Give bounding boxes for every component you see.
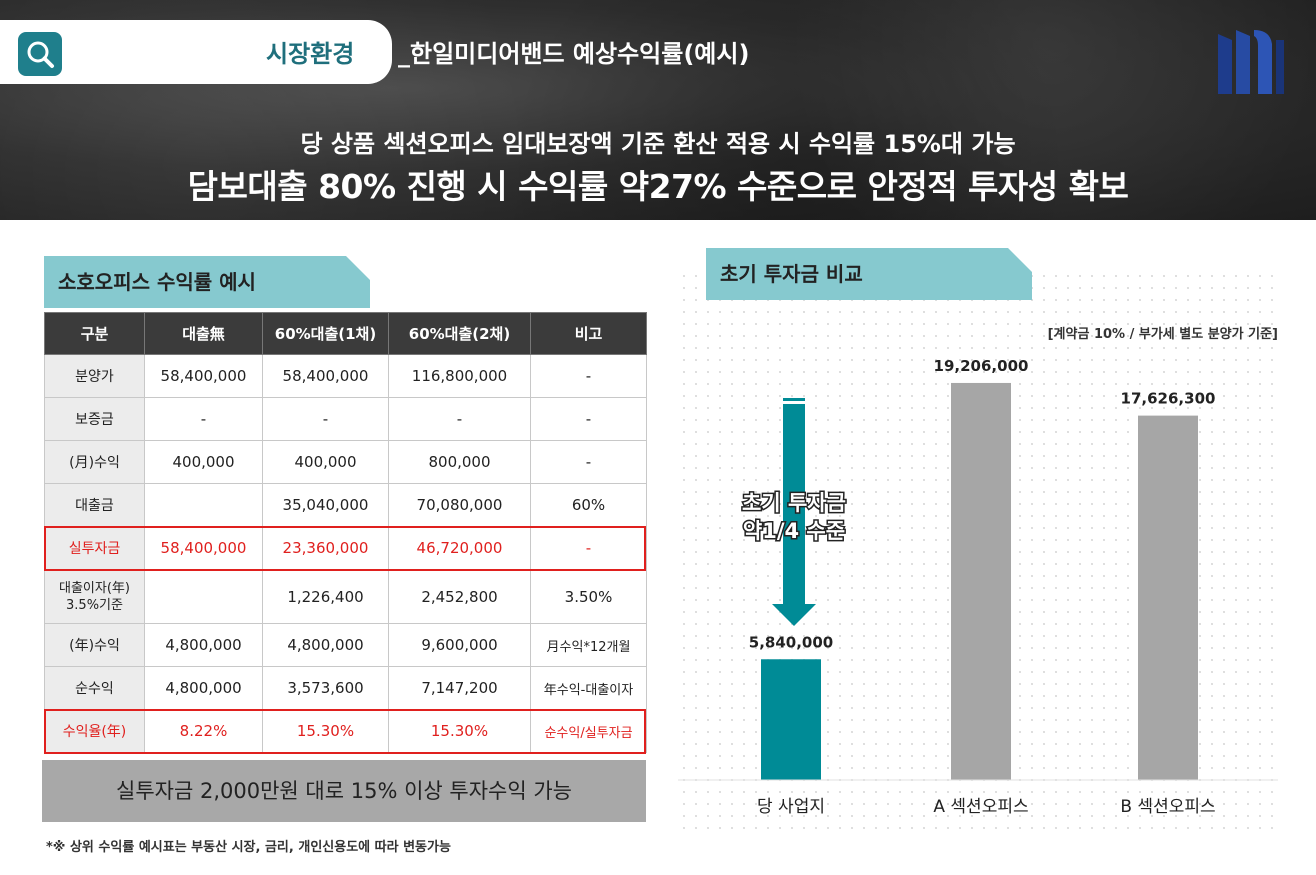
category-label: 당 사업지 xyxy=(757,797,825,817)
table-cell: 58,400,000 xyxy=(144,354,263,398)
table-row: 보증금 - - - - xyxy=(44,397,647,441)
bar-1 xyxy=(951,382,1011,780)
table-cell: 800,000 xyxy=(388,440,531,484)
bar-0 xyxy=(761,659,821,780)
table-cell xyxy=(144,483,263,527)
headline-primary: 당 상품 섹션오피스 임대보장액 기준 환산 적용 시 수익률 15%대 가능 xyxy=(300,130,1016,158)
table-row: 분양가 58,400,000 58,400,000 116,800,000 - xyxy=(44,354,647,398)
table-cell: 年수익-대출이자 xyxy=(530,666,647,710)
table-header-cell: 60%대출(1채) xyxy=(262,312,389,355)
table-cell: 46,720,000 xyxy=(388,526,531,570)
table-cell: 3.50% xyxy=(530,569,647,624)
table-section-tag: 소호오피스 수익률 예시 xyxy=(44,256,370,308)
table-cell: 2,452,800 xyxy=(388,569,531,624)
bar-value-label: 17,626,300 xyxy=(1121,390,1216,408)
table-cell: 9,600,000 xyxy=(388,623,531,667)
table-header-cell: 비고 xyxy=(530,312,647,355)
table-cell: 4,800,000 xyxy=(262,623,389,667)
row-label: (年)수익 xyxy=(44,623,145,667)
footnote: *※ 상위 수익률 예시표는 부동산 시장, 금리, 개인신용도에 따라 변동가… xyxy=(46,840,451,855)
table-row: (月)수익 400,000 400,000 800,000 - xyxy=(44,440,647,484)
table-cell: 3,573,600 xyxy=(262,666,389,710)
chart-section-tag: 초기 투자금 비교 xyxy=(706,248,1032,300)
category-label: A 섹션오피스 xyxy=(933,797,1028,817)
row-label: 순수익 xyxy=(44,666,145,710)
table-row: (年)수익 4,800,000 4,800,000 9,600,000 月수익*… xyxy=(44,623,647,667)
table-row-highlighted: 수익율(年) 8.22% 15.30% 15.30% 순수익/실투자금 xyxy=(44,709,647,753)
yield-table-container: 구분 대출無 60%대출(1채) 60%대출(2채) 비고 분양가 58,400… xyxy=(44,312,647,754)
table-cell: 116,800,000 xyxy=(388,354,531,398)
chart-note: [계약금 10% / 부가세 별도 분양가 기준] xyxy=(1048,326,1278,342)
table-cell: - xyxy=(530,440,647,484)
bar-value-label: 19,206,000 xyxy=(934,357,1029,375)
table-header-cell: 대출無 xyxy=(144,312,263,355)
table-row-highlighted: 실투자금 58,400,000 23,360,000 46,720,000 - xyxy=(44,526,647,570)
section-title: 시장환경 xyxy=(266,40,355,68)
summary-banner: 실투자금 2,000만원 대로 15% 이상 투자수익 가능 xyxy=(42,760,646,822)
table-cell: - xyxy=(262,397,389,441)
title-pill xyxy=(0,20,392,84)
arrow-label-line1: 초기 투자금 xyxy=(742,491,846,515)
table-cell xyxy=(144,569,263,624)
arrow-label-line2: 약1/4 수준 xyxy=(743,519,845,543)
headline-secondary: 담보대출 80% 진행 시 수익률 약27% 수준으로 안정적 투자성 확보 xyxy=(187,167,1129,206)
down-arrow-icon xyxy=(772,398,816,626)
row-label: 대출금 xyxy=(44,483,145,527)
row-label: (月)수익 xyxy=(44,440,145,484)
row-label: 실투자금 xyxy=(44,526,145,570)
search-icon xyxy=(18,32,62,76)
table-cell: 400,000 xyxy=(144,440,263,484)
table-cell: 400,000 xyxy=(262,440,389,484)
table-row: 순수익 4,800,000 3,573,600 7,147,200 年수익-대출… xyxy=(44,666,647,710)
table-cell: - xyxy=(144,397,263,441)
table-cell: 순수익/실투자금 xyxy=(530,709,647,753)
bar-2 xyxy=(1138,415,1198,780)
page-subtitle: _한일미디어밴드 예상수익률(예시) xyxy=(398,40,750,68)
table-cell: 60% xyxy=(530,483,647,527)
table-cell: 35,040,000 xyxy=(262,483,389,527)
table-cell: - xyxy=(530,397,647,441)
category-label: B 섹션오피스 xyxy=(1120,797,1215,817)
table-header-row: 구분 대출無 60%대출(1채) 60%대출(2채) 비고 xyxy=(44,312,647,355)
table-cell: 7,147,200 xyxy=(388,666,531,710)
table-row: 대출금 35,040,000 70,080,000 60% xyxy=(44,483,647,527)
table-cell: 4,800,000 xyxy=(144,666,263,710)
table-header-cell: 60%대출(2채) xyxy=(388,312,531,355)
brand-logo-icon xyxy=(1214,26,1286,100)
table-cell: 1,226,400 xyxy=(262,569,389,624)
table-cell: - xyxy=(530,526,647,570)
row-label: 수익율(年) xyxy=(44,709,145,753)
yield-table: 구분 대출無 60%대출(1채) 60%대출(2채) 비고 분양가 58,400… xyxy=(44,312,647,753)
row-label: 분양가 xyxy=(44,354,145,398)
table-cell: 月수익*12개월 xyxy=(530,623,647,667)
table-cell: 8.22% xyxy=(144,709,263,753)
table-cell: 4,800,000 xyxy=(144,623,263,667)
bar-value-label: 5,840,000 xyxy=(749,633,833,651)
table-cell: 70,080,000 xyxy=(388,483,531,527)
table-cell: 15.30% xyxy=(262,709,389,753)
table-header-cell: 구분 xyxy=(44,312,145,355)
row-label: 보증금 xyxy=(44,397,145,441)
investment-comparison-chart: [계약금 10% / 부가세 별도 분양가 기준] 5,840,000 당 사업지… xyxy=(678,326,1278,817)
table-cell: - xyxy=(388,397,531,441)
table-cell: 23,360,000 xyxy=(262,526,389,570)
table-cell: - xyxy=(530,354,647,398)
table-cell: 15.30% xyxy=(388,709,531,753)
row-label: 대출이자(年) 3.5%기준 xyxy=(44,569,145,624)
table-cell: 58,400,000 xyxy=(144,526,263,570)
table-row: 대출이자(年) 3.5%기준 1,226,400 2,452,800 3.50% xyxy=(44,569,647,624)
table-cell: 58,400,000 xyxy=(262,354,389,398)
